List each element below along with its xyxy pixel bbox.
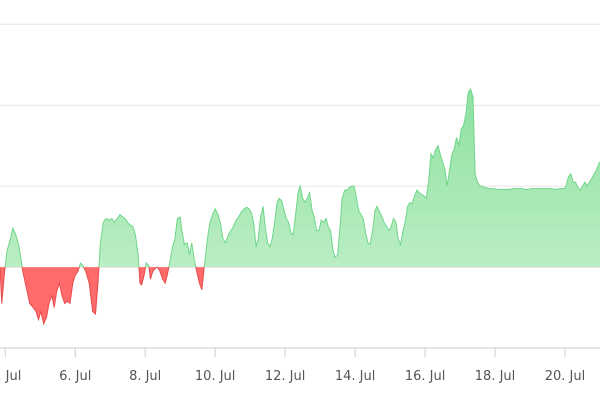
positive-area	[5, 89, 600, 268]
area-series	[0, 87, 600, 326]
x-tick-label-0: 4. Jul	[0, 369, 21, 384]
x-tick-label-8: 20. Jul	[545, 369, 586, 384]
x-tick-label-3: 10. Jul	[195, 369, 236, 384]
x-tick-label-6: 16. Jul	[405, 369, 446, 384]
x-tick-label-4: 12. Jul	[265, 369, 306, 384]
positive-line	[0, 87, 600, 268]
x-tick-label-2: 8. Jul	[129, 369, 161, 384]
x-tick-label-5: 14. Jul	[335, 369, 376, 384]
x-axis: 4. Jul 6. Jul 8. Jul 10. Jul 12. Jul 14. Jul 1…	[0, 347, 600, 384]
x-tick-label-7: 18. Jul	[475, 369, 516, 384]
negative-area	[0, 267, 600, 324]
x-tick-label-1: 6. Jul	[59, 369, 91, 384]
